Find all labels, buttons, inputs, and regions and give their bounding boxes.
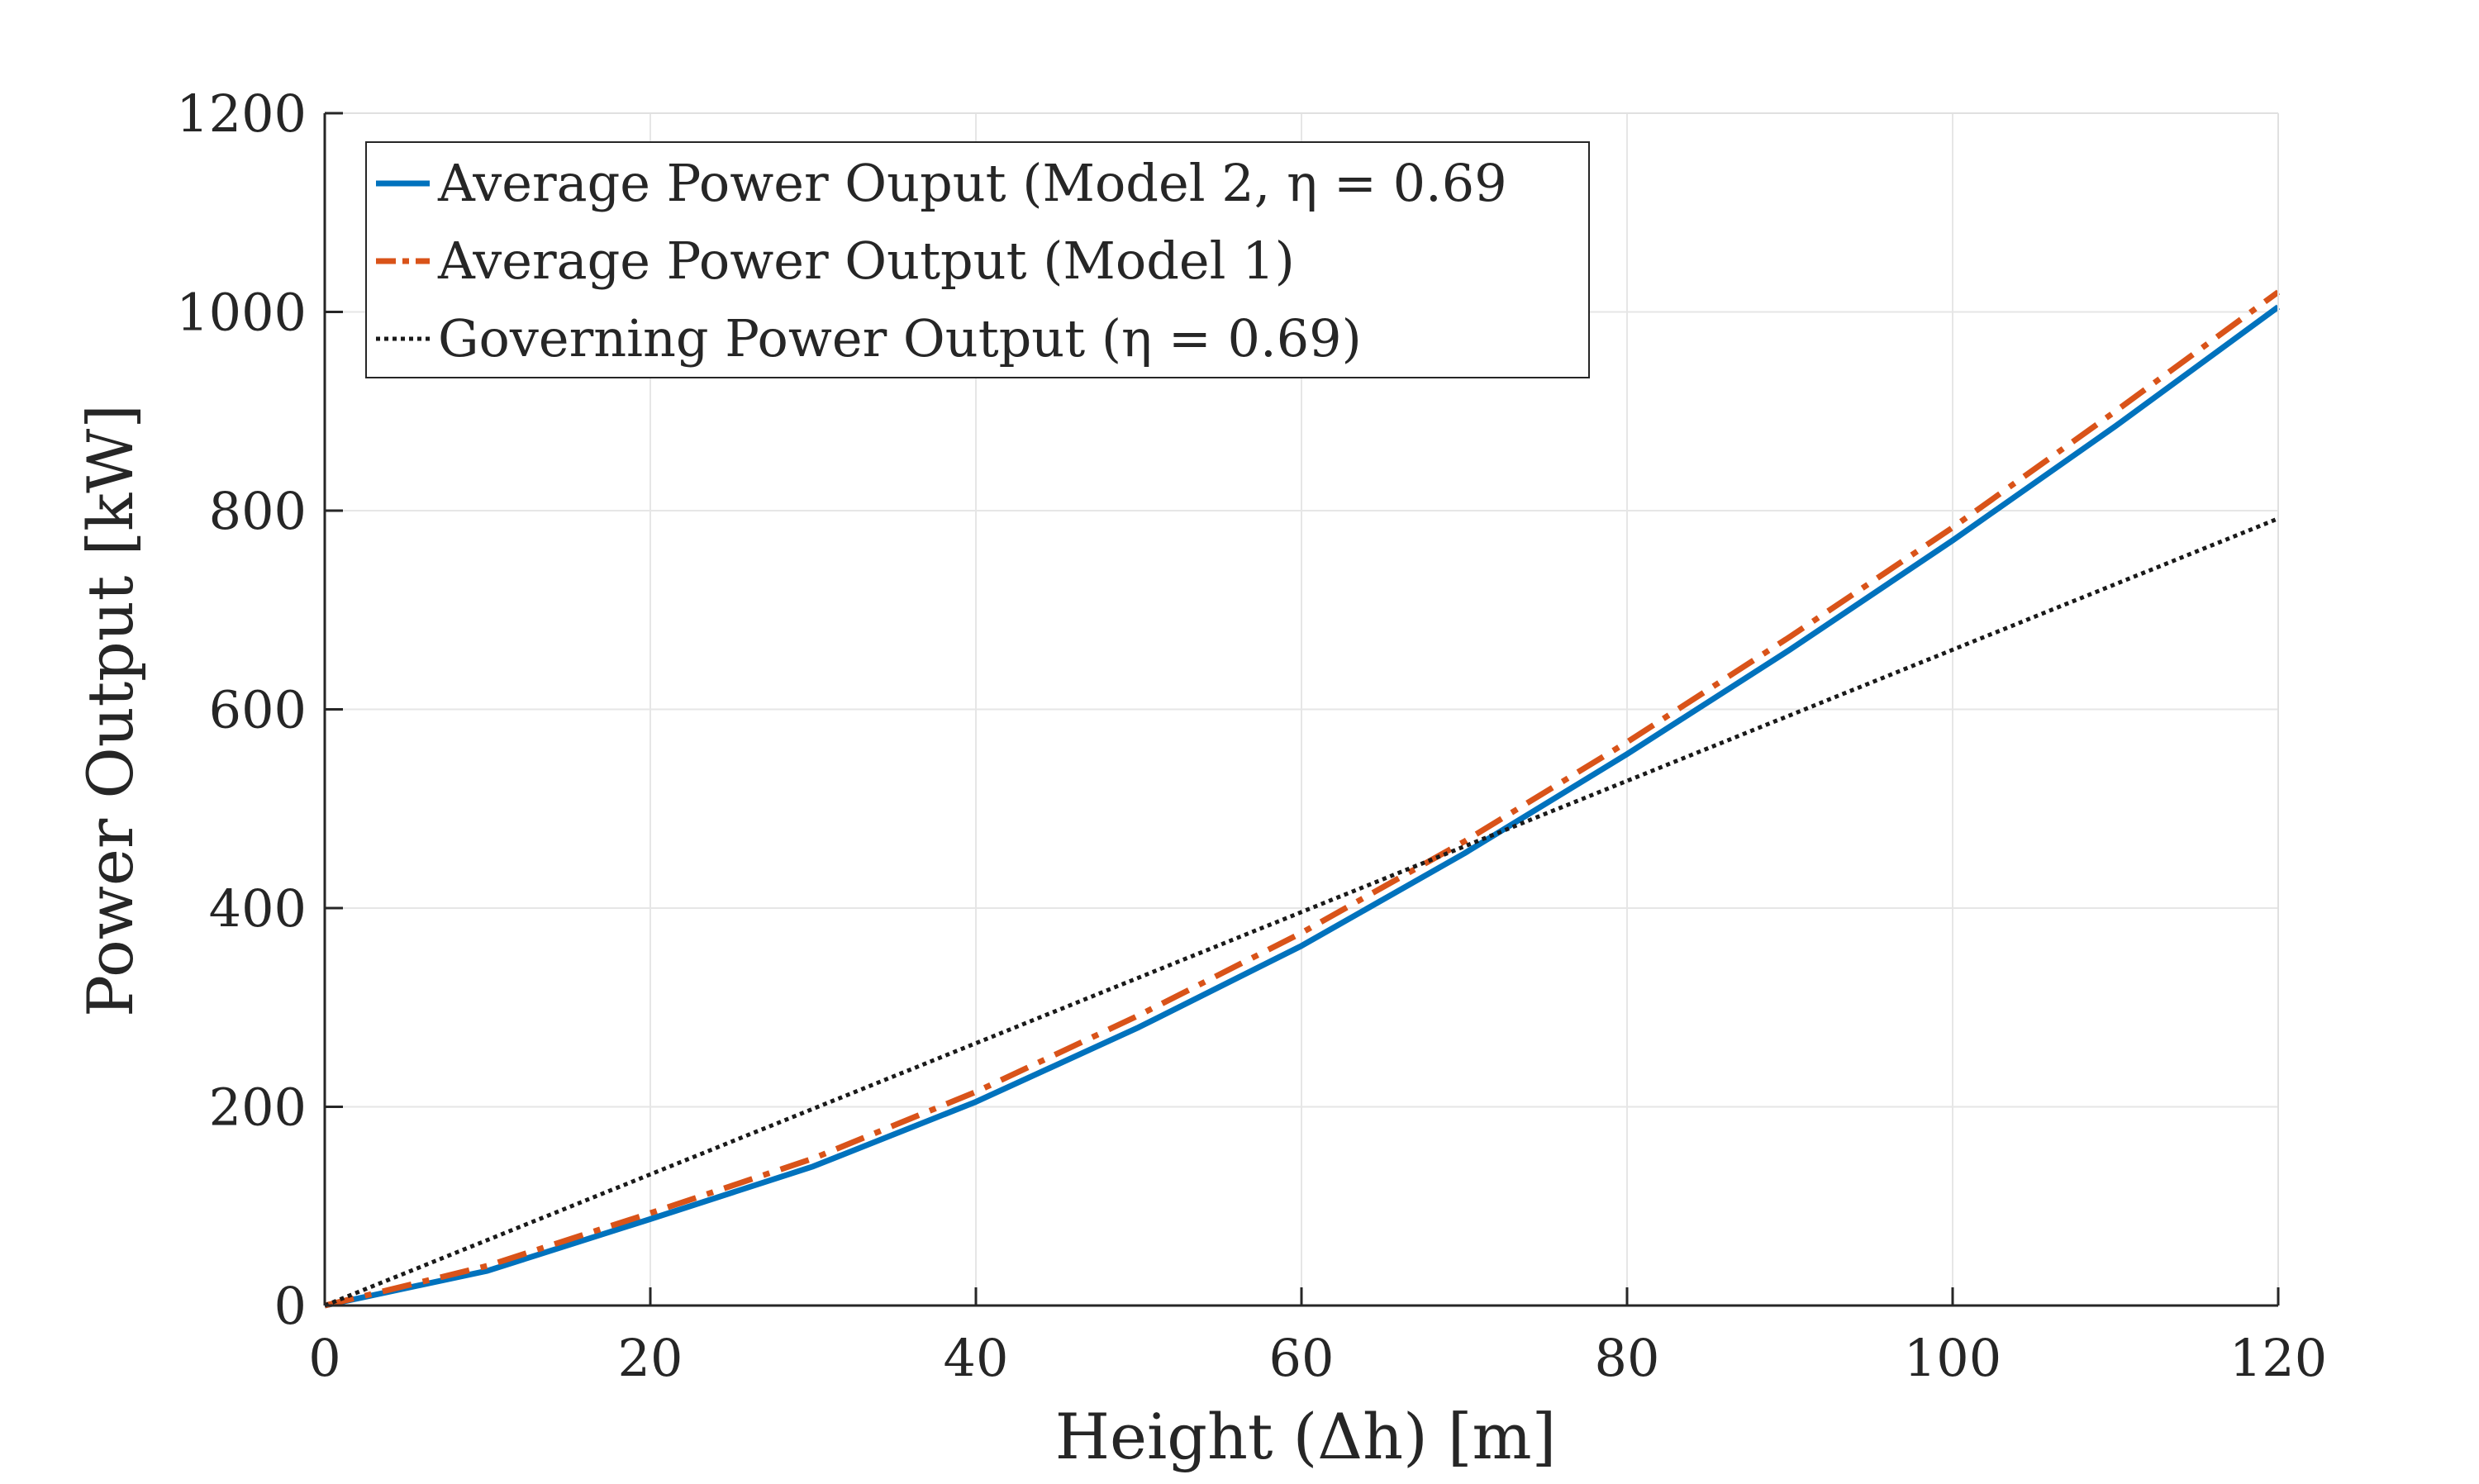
x-tick-label-6: 120 <box>2229 1328 2327 1388</box>
legend-label-2: Average Power Output (Model 1) <box>437 231 1295 291</box>
y-tick-label-1: 200 <box>209 1077 307 1138</box>
y-tick-label-5: 1000 <box>176 283 307 343</box>
x-axis-label: Height (Δh) [m] <box>1055 1400 1557 1473</box>
x-tick-label-3: 60 <box>1269 1328 1335 1388</box>
y-tick-label-2: 400 <box>209 878 307 939</box>
x-tick-label-2: 40 <box>944 1328 1009 1388</box>
legend-label-1: Average Power Ouput (Model 2, η = 0.69 <box>437 153 1507 213</box>
x-tick-label-4: 80 <box>1595 1328 1660 1388</box>
y-tick-label-3: 600 <box>209 680 307 740</box>
axes <box>323 112 2280 1307</box>
y-tick-label-4: 800 <box>209 481 307 541</box>
series-line-3 <box>324 516 2279 1308</box>
series-layer <box>324 289 2281 1309</box>
x-tick-label-5: 100 <box>1904 1328 2001 1388</box>
legend-label-3: Governing Power Output (η = 0.69) <box>438 308 1362 369</box>
x-tick-label-1: 20 <box>618 1328 683 1388</box>
legend: Average Power Ouput (Model 2, η = 0.69 Av… <box>365 141 1590 378</box>
y-tick-label-0: 0 <box>274 1276 307 1336</box>
series-line-1 <box>324 304 2281 1309</box>
y-axis-label: Power Output [kW] <box>74 404 147 1017</box>
legend-box <box>365 141 1590 378</box>
x-tick-label-0: 0 <box>308 1328 340 1388</box>
y-tick-label-6: 1200 <box>176 83 307 144</box>
